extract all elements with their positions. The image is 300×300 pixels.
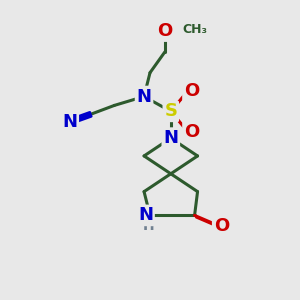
Text: N: N	[163, 129, 178, 147]
Text: N: N	[62, 113, 77, 131]
Text: O: O	[184, 82, 199, 100]
Text: O: O	[214, 217, 229, 235]
Text: N: N	[136, 88, 152, 106]
Text: H: H	[143, 219, 154, 233]
Text: N: N	[138, 206, 153, 224]
Text: S: S	[164, 102, 177, 120]
Text: O: O	[157, 22, 172, 40]
Text: O: O	[184, 123, 199, 141]
Text: CH₃: CH₃	[183, 23, 208, 36]
